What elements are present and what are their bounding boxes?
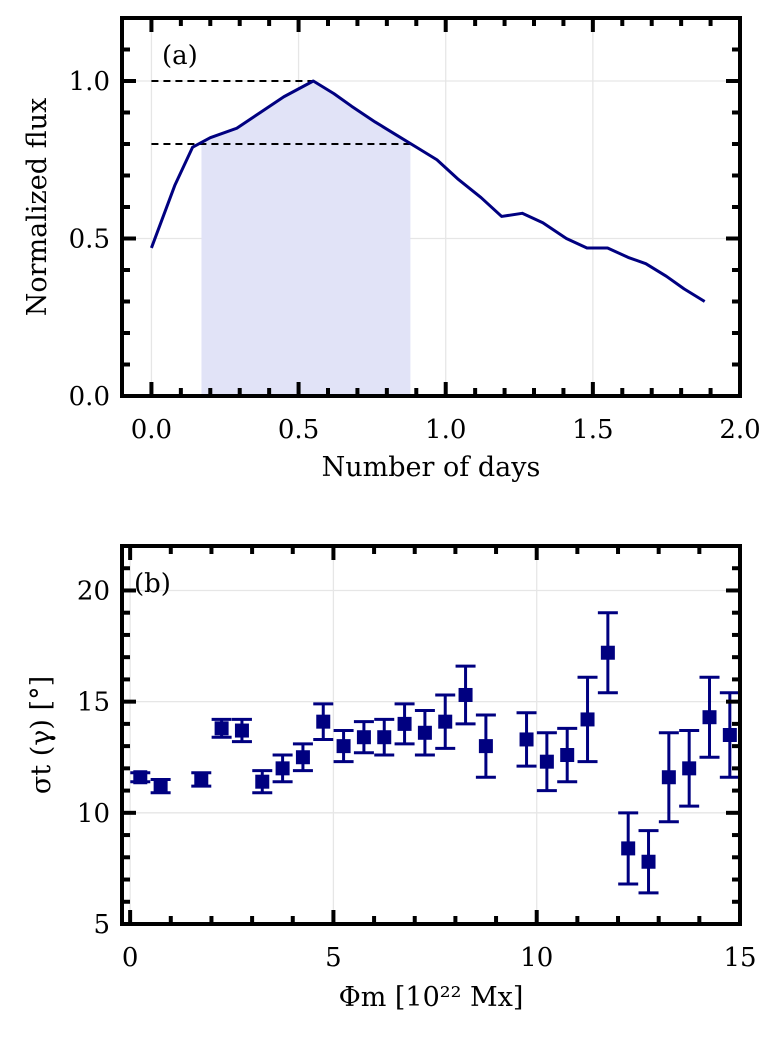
panel-a-shaded-region (201, 81, 411, 396)
panel-b-point-6 (272, 753, 293, 784)
panel-b-marker-18 (539, 754, 554, 769)
panel-b-point-20 (577, 675, 598, 764)
panel-b-x-axis-label: Φm [10²² Mx] (339, 982, 524, 1013)
panel-a-xtick-label-4: 2.0 (719, 415, 760, 445)
panel-a-reference-lines (151, 80, 411, 145)
panel-b-marker-8 (316, 714, 331, 729)
panel-b-point-4 (231, 717, 252, 744)
panel-a-ytick-label-1: 0.5 (69, 225, 110, 255)
panel-b-point-27 (719, 691, 740, 779)
panel-b-point-24 (658, 731, 679, 824)
panel-b-marker-24 (661, 770, 676, 785)
panel-b-xtick-label-3: 15 (723, 943, 756, 973)
panel-b-xtick-label-1: 5 (325, 943, 342, 973)
panel-b-point-19 (557, 726, 578, 784)
panel-b-point-17 (516, 711, 537, 768)
panel-a-flux-curve: 0.0 0.5 1.0 1.5 2.0 0.0 0.5 1.0 (a) Number of d… (22, 16, 761, 483)
panel-a-xtick-label-1: 0.5 (278, 415, 319, 445)
panel-b-point-21 (597, 611, 618, 695)
panel-a-ytick-label-0: 0.0 (69, 382, 110, 412)
panel-a-tick-labels: 0.0 0.5 1.0 1.5 2.0 0.0 0.5 1.0 (69, 67, 761, 445)
panel-b-marker-15 (458, 687, 473, 702)
panel-a-frame (120, 16, 742, 398)
panel-b-point-14 (435, 693, 456, 750)
panel-b-point-7 (292, 742, 313, 773)
panel-b-point-8 (313, 702, 334, 741)
panel-b-marker-5 (255, 774, 270, 789)
panel-b-marker-4 (234, 723, 249, 738)
panel-a-xtick-label-2: 1.0 (425, 415, 466, 445)
panel-b-marker-19 (560, 748, 575, 763)
panel-b-point-12 (394, 702, 415, 746)
panel-a-xtick-label-0: 0.0 (131, 415, 172, 445)
panel-b-point-26 (699, 675, 720, 759)
panel-b-marker-21 (600, 645, 615, 660)
panel-a-label: (a) (162, 41, 198, 71)
panel-b-marker-13 (417, 725, 432, 740)
panel-b-point-1 (150, 777, 171, 795)
panel-b-ytick-label-0: 5 (93, 910, 110, 940)
panel-b-marker-17 (519, 732, 534, 747)
panel-b-marker-7 (295, 750, 310, 765)
panel-b-point-25 (679, 729, 700, 808)
panel-b-y-axis-label: σt (γ) [°] (26, 676, 57, 794)
panel-a-flux-line (150, 79, 706, 303)
panel-b-point-18 (536, 731, 557, 793)
panel-b-point-2 (191, 771, 212, 788)
panel-b-xtick-label-0: 0 (122, 943, 139, 973)
panel-b-marker-16 (478, 739, 493, 754)
panel-b-marker-12 (397, 716, 412, 731)
panel-b-marker-27 (722, 728, 737, 742)
panel-b-marker-0 (133, 770, 148, 785)
panel-b-marker-26 (702, 710, 717, 725)
panel-a-x-axis-label: Number of days (322, 452, 541, 483)
panel-b-marker-22 (621, 841, 636, 856)
panel-b-marker-9 (336, 739, 351, 754)
panel-b-point-0 (130, 770, 151, 785)
panel-b-point-9 (333, 729, 354, 764)
panel-b-ytick-label-2: 15 (77, 688, 110, 718)
panel-a-ytick-label-2: 1.0 (69, 67, 110, 97)
panel-b-point-10 (353, 720, 374, 755)
panel-b-point-5 (252, 769, 273, 795)
panel-b-point-3 (211, 717, 232, 739)
panel-b-marker-3 (214, 721, 229, 736)
panel-b-marker-11 (377, 730, 392, 745)
panel-b-label: (b) (134, 569, 171, 599)
panel-b-marker-6 (275, 761, 290, 776)
panel-b-point-15 (455, 664, 476, 726)
panel-b-point-23 (638, 829, 659, 895)
panel-b-point-11 (374, 717, 395, 757)
panel-b-marker-23 (641, 854, 656, 869)
panel-b-marker-14 (438, 714, 453, 729)
panel-b-marker-2 (194, 772, 209, 787)
panel-b-marker-20 (580, 712, 595, 727)
panel-a-y-axis-label: Normalized flux (22, 98, 53, 316)
panel-b-frame (120, 544, 742, 926)
panel-b-marker-1 (153, 779, 168, 794)
panel-b-point-16 (475, 713, 496, 779)
panel-b-ytick-label-1: 10 (77, 799, 110, 829)
panel-b-marker-25 (682, 761, 697, 776)
panel-b-marker-10 (356, 730, 371, 745)
panel-b-ytick-label-3: 20 (77, 576, 110, 606)
panel-a-xtick-label-3: 1.5 (572, 415, 613, 445)
panel-b-data-points (130, 611, 740, 895)
panel-b-xtick-label-2: 10 (520, 943, 553, 973)
panel-b-point-13 (414, 709, 435, 757)
panel-b-point-22 (618, 811, 639, 886)
